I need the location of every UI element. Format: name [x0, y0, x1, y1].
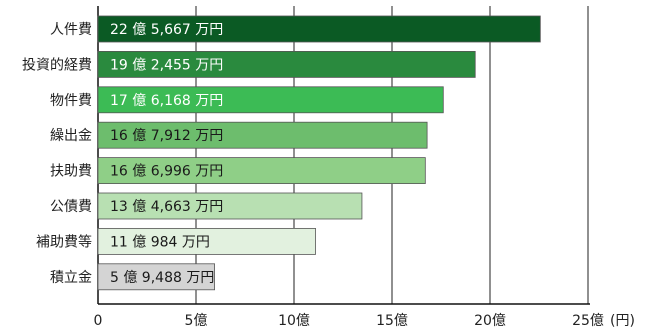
x-tick-label: 0 — [94, 313, 103, 329]
category-label: 物件費 — [50, 93, 92, 109]
x-tick-label: 25億 — [572, 313, 604, 329]
data-label: 13 億 4,663 万円 — [110, 199, 223, 215]
data-label: 11 億 984 万円 — [110, 234, 210, 250]
x-tick-label: 5億 — [185, 313, 208, 329]
bar — [97, 157, 426, 185]
value-labels: 22 億 5,667 万円 19 億 2,455 万円 17 億 6,168 万円 1… — [110, 22, 223, 286]
data-label: 16 億 6,996 万円 — [110, 164, 223, 180]
bars — [97, 15, 541, 291]
category-label: 投資的経費 — [22, 57, 92, 73]
data-label: 19 億 2,455 万円 — [110, 57, 223, 73]
data-label: 17 億 6,168 万円 — [110, 93, 223, 109]
bar — [97, 51, 476, 78]
category-label: 人件費 — [50, 22, 92, 38]
bar — [97, 86, 444, 114]
category-label: 扶助費 — [50, 164, 92, 180]
bar — [97, 227, 316, 255]
bar — [97, 192, 363, 220]
x-axis-unit: (円) — [610, 313, 635, 329]
x-tick-label: 15億 — [376, 313, 408, 329]
data-label: 5 億 9,488 万円 — [110, 270, 214, 286]
category-label: 公債費 — [50, 199, 92, 215]
data-label: 16 億 7,912 万円 — [110, 128, 223, 144]
bar — [97, 121, 428, 149]
category-label: 補助費等 — [36, 233, 92, 250]
data-label: 22 億 5,667 万円 — [110, 22, 223, 38]
bar — [97, 15, 541, 43]
bar — [97, 263, 215, 291]
category-label: 繰出金 — [50, 128, 92, 144]
category-label: 積立金 — [50, 270, 92, 286]
gridlines — [97, 6, 590, 305]
x-axis-ticks: 0 5億 10億 15億 20億 25億 — [94, 313, 604, 329]
x-tick-label: 10億 — [278, 313, 310, 329]
x-tick-label: 20億 — [474, 313, 506, 329]
